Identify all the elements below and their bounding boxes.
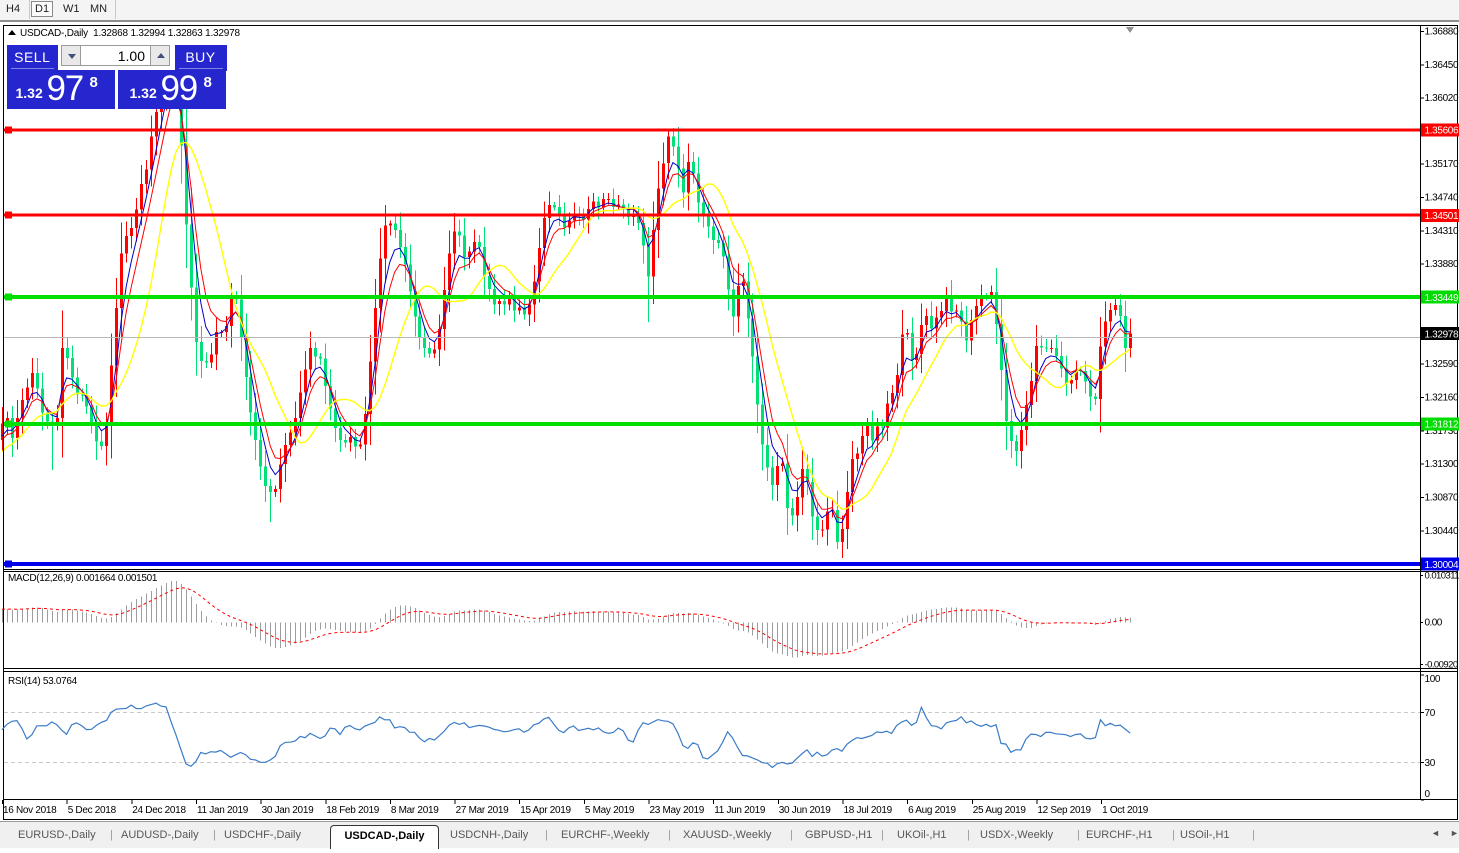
svg-text:18 Feb 2019: 18 Feb 2019: [326, 805, 380, 816]
svg-text:1.32978: 1.32978: [1425, 329, 1459, 340]
svg-text:5 May 2019: 5 May 2019: [585, 805, 635, 816]
svg-text:11 Jun 2019: 11 Jun 2019: [714, 805, 766, 816]
svg-text:30: 30: [1425, 758, 1436, 769]
svg-text:1.31300: 1.31300: [1425, 459, 1459, 470]
svg-text:27 Mar 2019: 27 Mar 2019: [456, 805, 510, 816]
svg-text:1.32590: 1.32590: [1425, 359, 1459, 370]
svg-text:1.31812: 1.31812: [1425, 420, 1459, 431]
svg-text:18 Jul 2019: 18 Jul 2019: [844, 805, 893, 816]
svg-text:1.34740: 1.34740: [1425, 192, 1459, 203]
svg-text:100: 100: [1425, 674, 1441, 685]
svg-text:0: 0: [1425, 789, 1431, 800]
svg-text:70: 70: [1425, 708, 1436, 719]
svg-text:6 Aug 2019: 6 Aug 2019: [908, 805, 956, 816]
svg-text:0.010311: 0.010311: [1425, 571, 1459, 582]
svg-text:1.30004: 1.30004: [1425, 560, 1459, 571]
svg-text:1.32160: 1.32160: [1425, 392, 1459, 403]
svg-text:5 Dec 2018: 5 Dec 2018: [68, 805, 117, 816]
svg-text:-0.00920: -0.00920: [1425, 659, 1458, 670]
svg-text:1.36020: 1.36020: [1425, 93, 1459, 104]
svg-text:15 Apr 2019: 15 Apr 2019: [520, 805, 571, 816]
svg-text:23 May 2019: 23 May 2019: [650, 805, 705, 816]
svg-text:25 Aug 2019: 25 Aug 2019: [973, 805, 1027, 816]
svg-text:0.00: 0.00: [1425, 618, 1443, 629]
svg-text:1.36450: 1.36450: [1425, 60, 1459, 71]
svg-text:1.30870: 1.30870: [1425, 492, 1459, 503]
svg-text:1.30440: 1.30440: [1425, 526, 1459, 537]
svg-text:12 Sep 2019: 12 Sep 2019: [1037, 805, 1091, 816]
svg-text:24 Dec 2018: 24 Dec 2018: [132, 805, 186, 816]
svg-text:1.35170: 1.35170: [1425, 159, 1459, 170]
svg-text:16 Nov 2018: 16 Nov 2018: [3, 805, 57, 816]
svg-text:30 Jun 2019: 30 Jun 2019: [779, 805, 831, 816]
svg-text:1 Oct 2019: 1 Oct 2019: [1102, 805, 1149, 816]
svg-text:11 Jan 2019: 11 Jan 2019: [197, 805, 249, 816]
svg-text:1.33880: 1.33880: [1425, 259, 1459, 270]
svg-text:MACD(12,26,9) 0.001664 0.00150: MACD(12,26,9) 0.001664 0.001501: [8, 573, 158, 584]
svg-text:1.35606: 1.35606: [1425, 126, 1459, 137]
svg-text:30 Jan 2019: 30 Jan 2019: [262, 805, 314, 816]
svg-text:1.34501: 1.34501: [1425, 211, 1459, 222]
svg-text:1.33449: 1.33449: [1425, 293, 1459, 304]
svg-text:1.36880: 1.36880: [1425, 27, 1459, 38]
svg-text:1.34310: 1.34310: [1425, 226, 1459, 237]
svg-text:RSI(14) 53.0764: RSI(14) 53.0764: [8, 676, 78, 687]
svg-text:8 Mar 2019: 8 Mar 2019: [391, 805, 439, 816]
